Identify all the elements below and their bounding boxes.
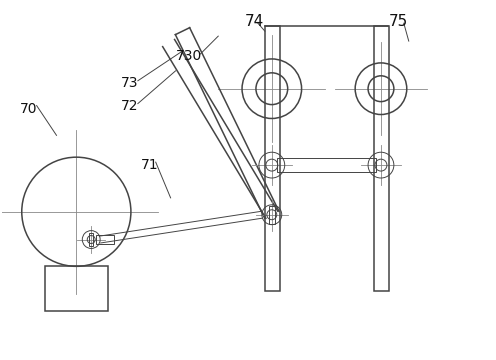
Text: 72: 72 (121, 99, 138, 113)
Bar (277, 158, 376, 172)
Bar (89, 233, 93, 247)
Bar (96, 235, 114, 244)
Text: 74: 74 (245, 14, 264, 29)
Text: 71: 71 (141, 158, 158, 172)
Text: 730: 730 (176, 49, 202, 63)
Text: 75: 75 (389, 14, 408, 29)
Text: 70: 70 (20, 102, 37, 116)
Bar (45, 266, 108, 311)
Text: 73: 73 (121, 76, 138, 90)
Bar (265, 26, 280, 291)
Bar (374, 26, 389, 291)
Bar (269, 206, 275, 224)
